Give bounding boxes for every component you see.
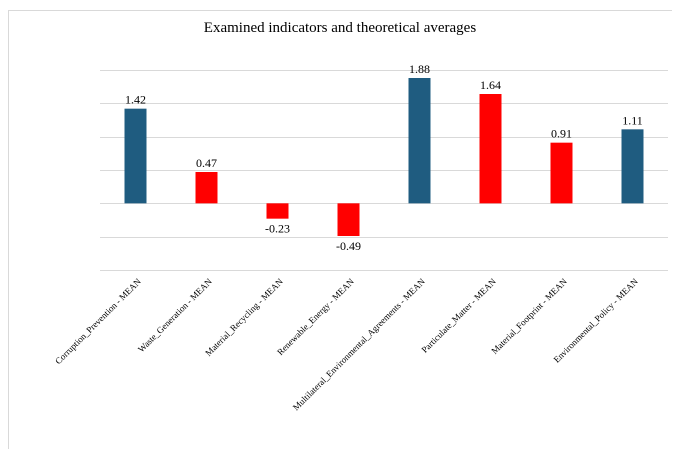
- data-labels: 1.42 0.47 -0.23 -0.49 1.88 1.64 0.91 1.11: [125, 62, 643, 253]
- bar: [479, 94, 502, 204]
- category-label: Particulate_Matter - MEAN: [419, 276, 498, 355]
- data-label: 1.11: [622, 113, 643, 127]
- category-label: Corruption_Prevention - MEAN: [53, 276, 143, 366]
- category-label: Waste_Generation - MEAN: [136, 276, 214, 354]
- data-label: 1.64: [480, 78, 501, 92]
- chart-frame: [8, 10, 672, 449]
- category-label: Environmental_Policy - MEAN: [552, 276, 641, 365]
- data-label: 1.42: [125, 93, 146, 107]
- category-label: Material_Footprint - MEAN: [489, 276, 569, 356]
- data-label: -0.23: [265, 222, 290, 236]
- data-label: 0.91: [551, 127, 572, 141]
- bar: [550, 142, 573, 204]
- bar: [621, 129, 644, 204]
- category-label: Material_Recycling - MEAN: [203, 276, 285, 358]
- bars: [124, 78, 644, 236]
- bar: [266, 203, 289, 219]
- bar: [337, 203, 360, 236]
- data-label: -0.49: [336, 239, 361, 253]
- data-label: 0.47: [196, 156, 217, 170]
- gridlines: [100, 70, 668, 271]
- category-label: Renewable_Energy - MEAN: [275, 276, 356, 357]
- category-label: Multilateral_Environmental_Agreements - …: [291, 276, 427, 412]
- category-labels: Corruption_Prevention - MEANWaste_Genera…: [53, 276, 640, 412]
- bar: [408, 78, 431, 204]
- chart-title: Examined indicators and theoretical aver…: [204, 20, 477, 36]
- bar: [195, 172, 218, 204]
- bar: [124, 108, 147, 204]
- data-label: 1.88: [409, 62, 430, 76]
